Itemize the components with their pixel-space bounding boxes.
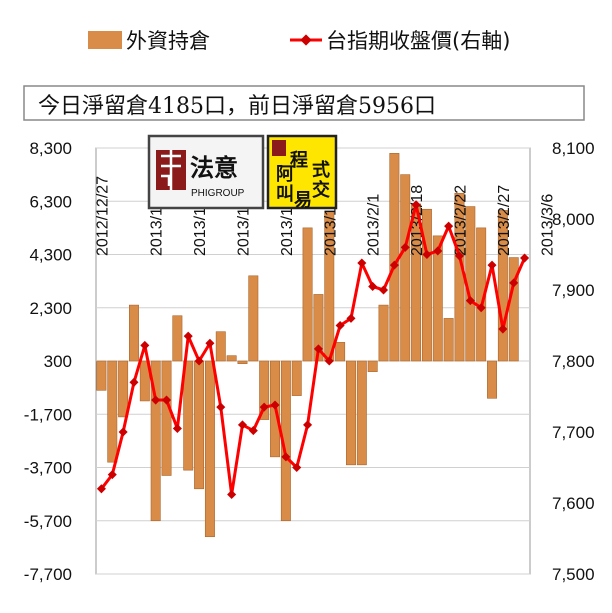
legend-bar-swatch — [88, 31, 122, 49]
bar — [129, 304, 139, 362]
left-tick-label: 4,300 — [29, 246, 72, 265]
phigroup-logo-title: 法意 — [190, 154, 238, 182]
bar — [172, 315, 183, 362]
price-point — [433, 246, 443, 256]
bar — [139, 360, 150, 402]
bar — [487, 360, 497, 399]
x-tick-label: 2013/2/27 — [496, 185, 513, 256]
right-tick-label: 7,600 — [552, 494, 595, 513]
right-tick-label: 7,800 — [552, 352, 595, 371]
program-trading-logo: 程 式 阿 交 叫 易 — [266, 134, 338, 211]
bar — [313, 294, 324, 362]
note-box: 今日淨留倉4185口，前日淨留倉5956口 — [23, 85, 585, 121]
program-logo-char-4: 交 — [312, 179, 330, 201]
bar — [107, 360, 118, 463]
legend: 外資持倉 台指期收盤價(右軸) — [88, 29, 510, 53]
left-tick-label: 300 — [44, 352, 72, 371]
right-tick-label: 7,900 — [552, 281, 595, 300]
price-point — [161, 395, 172, 405]
bar — [367, 360, 378, 372]
program-logo-char-6: 易 — [294, 190, 312, 211]
phigroup-logo-subtitle: PHIGROUP — [191, 188, 245, 199]
price-point — [140, 340, 150, 350]
bar — [378, 304, 389, 362]
price-point — [194, 356, 204, 366]
bar — [356, 360, 367, 466]
bar — [346, 360, 356, 466]
bar — [96, 360, 107, 391]
program-logo-char-2: 式 — [312, 159, 330, 181]
right-axis: 8,100 8,000 7,900 7,800 7,700 7,600 7,500 — [552, 139, 595, 584]
left-axis: 8,300 6,300 4,300 2,300 300 -1,700 -3,700 -5,70… — [24, 139, 72, 584]
price-point — [205, 338, 215, 348]
right-tick-label: 7,700 — [552, 423, 595, 442]
price-point — [151, 395, 161, 405]
bar — [161, 360, 172, 476]
program-trading-mark-icon — [272, 140, 286, 156]
bar — [400, 174, 411, 362]
right-tick-label: 8,000 — [552, 210, 595, 229]
price-point — [172, 423, 182, 433]
price-point — [422, 249, 432, 260]
left-tick-label: -1,700 — [24, 405, 72, 424]
left-tick-label: -7,700 — [24, 565, 72, 584]
x-tick-label: 2013/2/18 — [409, 185, 426, 256]
right-tick-label: 8,100 — [552, 139, 595, 158]
bar — [204, 360, 215, 538]
phigroup-mark-glyph — [161, 150, 181, 190]
left-tick-label: -5,700 — [24, 512, 72, 531]
left-tick-label: 2,300 — [29, 299, 72, 318]
bar — [497, 210, 508, 362]
note-frame — [23, 85, 585, 121]
price-point — [216, 402, 226, 412]
bar — [335, 342, 346, 362]
bar — [215, 331, 226, 362]
bar — [443, 318, 454, 362]
note-text: 今日淨留倉4185口，前日淨留倉5956口 — [38, 94, 436, 119]
price-point — [520, 253, 530, 263]
bar — [150, 360, 161, 522]
bar — [183, 360, 194, 471]
program-logo-char-1: 程 — [290, 150, 308, 171]
legend-line-label: 台指期收盤價(右軸) — [326, 29, 510, 53]
bar — [432, 235, 443, 362]
bar — [118, 360, 129, 418]
phigroup-logo: 法意 PHIGROUP — [147, 134, 265, 210]
bar — [291, 360, 302, 396]
bar — [237, 360, 248, 364]
bar — [421, 208, 432, 362]
bar — [248, 275, 259, 362]
price-point — [227, 489, 237, 500]
price-point — [454, 251, 465, 261]
bar — [226, 355, 237, 362]
price-line — [100, 203, 526, 496]
bar — [194, 360, 205, 490]
bar — [259, 360, 270, 420]
legend-line-marker — [300, 34, 312, 46]
price-point — [96, 484, 106, 494]
right-tick-label: 7,500 — [552, 565, 595, 584]
bar — [302, 227, 313, 362]
legend-bar-label: 外資持倉 — [126, 29, 210, 53]
left-tick-label: 6,300 — [29, 192, 72, 211]
x-tick-label: 2013/2/22 — [452, 185, 469, 256]
x-tick-label: 2012/12/27 — [94, 176, 111, 256]
x-tick-label: 2013/3/6 — [539, 194, 556, 256]
program-logo-char-5: 叫 — [276, 184, 294, 205]
price-point — [107, 470, 117, 480]
left-tick-label: 8,300 — [29, 139, 72, 158]
program-logo-char-3: 阿 — [276, 164, 294, 185]
left-tick-label: -3,700 — [24, 459, 72, 478]
price-point — [248, 426, 258, 436]
x-tick-label: 2013/2/1 — [366, 194, 383, 256]
